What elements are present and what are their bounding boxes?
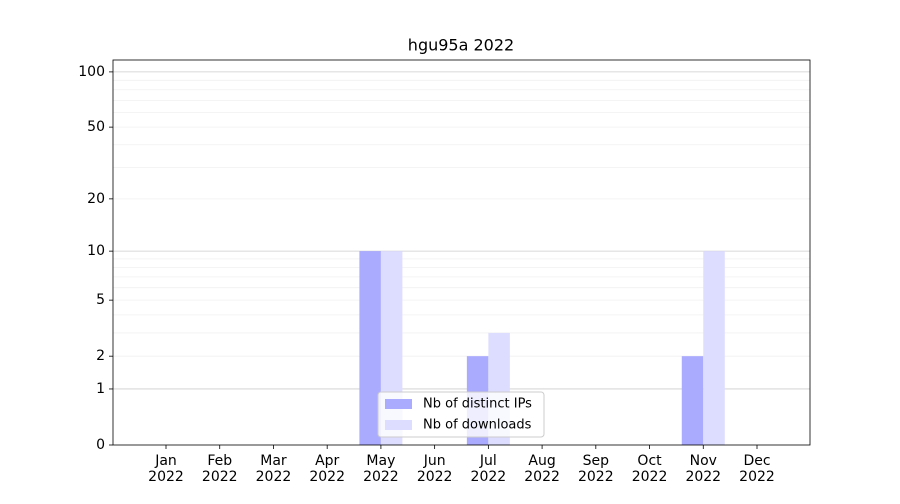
y-tick-label: 50 [87,119,105,135]
legend-box [377,391,545,438]
y-tick-label: 1 [96,381,105,397]
x-tick-label-line: Jan [154,453,177,469]
x-tick-label-line: 2022 [256,469,292,485]
x-tick-label-line: Aug [528,453,555,469]
x-tick-label-line: 2022 [685,469,721,485]
x-tick-label-line: 2022 [471,469,507,485]
x-tick-label: Apr 2022 [309,453,345,485]
x-tick-label-line: Apr [315,453,339,469]
legend-label: Nb of downloads [423,418,532,433]
x-tick-label-line: Oct [637,453,662,469]
legend-swatch [385,399,412,409]
bar [681,356,704,445]
x-tick-label: Dec 2022 [739,453,775,485]
x-tick-label: Nov 2022 [685,453,721,485]
bar [359,251,381,445]
x-tick-label-line: 2022 [417,469,453,485]
x-tick-label-line: Mar [260,453,287,469]
x-tick-label-line: 2022 [202,469,238,485]
x-tick-label-line: Nov [690,453,717,469]
x-tick-label: Aug 2022 [524,453,560,485]
plot-frame [112,59,811,446]
x-tick-label: Jun 2022 [417,453,453,485]
y-tick-label: 5 [96,292,105,308]
x-tick-label: Mar 2022 [256,453,292,485]
legend-label: Nb of distinct IPs [423,397,532,412]
y-tick-label: 0 [96,437,105,453]
x-tick-label: Feb 2022 [202,453,238,485]
x-tick-label-line: 2022 [524,469,560,485]
x-tick-label: Jan 2022 [148,453,184,485]
x-tick-label-line: Feb [207,453,232,469]
x-tick-label-line: Dec [743,453,770,469]
x-tick-label-line: 2022 [578,469,614,485]
x-tick-label-line: Jun [423,453,446,469]
y-tick-label: 100 [78,64,105,80]
y-tick-label: 2 [96,348,105,364]
bar [703,251,725,445]
x-tick-label-line: 2022 [739,469,775,485]
x-tick-label: Oct 2022 [632,453,668,485]
x-tick-label-line: May [366,453,395,469]
x-tick-label-line: 2022 [632,469,668,485]
legend-swatch [385,420,412,430]
y-tick-label: 10 [87,243,105,259]
x-tick-label-line: 2022 [363,469,399,485]
x-tick-label: May 2022 [363,453,399,485]
x-tick-label: Jul 2022 [471,453,507,485]
chart-title: hgu95a 2022 [408,36,514,55]
x-tick-label-line: 2022 [148,469,184,485]
x-tick-label-line: Jul [479,453,497,469]
y-tick-label: 20 [87,191,105,207]
x-tick-label: Sep 2022 [578,453,614,485]
x-tick-label-line: Sep [583,453,610,469]
x-tick-label-line: 2022 [309,469,345,485]
